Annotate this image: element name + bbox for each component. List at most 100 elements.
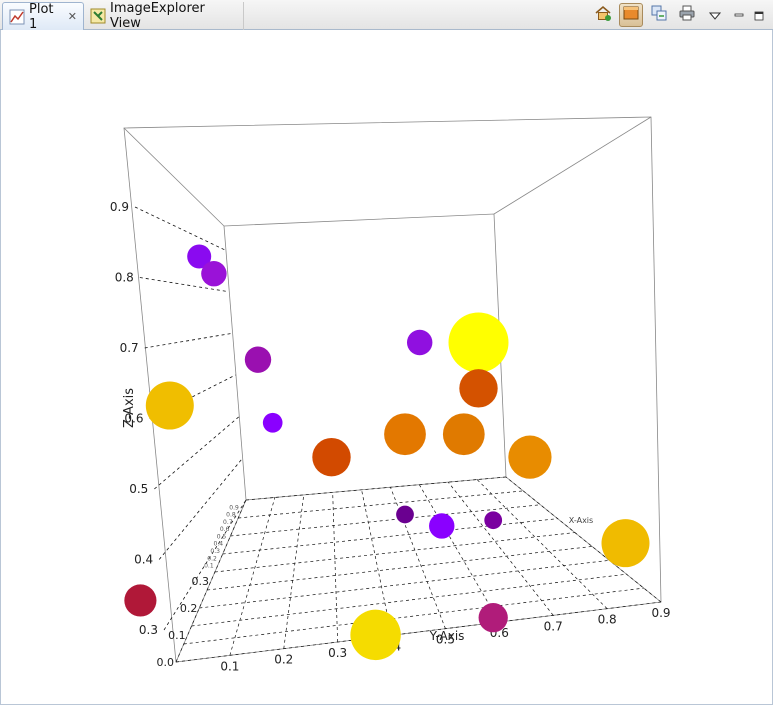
- left-tick-label: 0.0: [157, 656, 175, 669]
- z-grid-line: [139, 277, 229, 293]
- floor-grid-line: [361, 489, 392, 636]
- home-button[interactable]: [591, 3, 615, 27]
- y-tick-label: 0.1: [220, 659, 239, 673]
- y-tick-label: 0.5: [436, 633, 455, 647]
- z-axis-grid: [134, 206, 247, 631]
- floor-grid-line: [199, 559, 610, 609]
- floor-grid-line: [476, 479, 608, 609]
- z-grid-line: [149, 374, 236, 419]
- floor-grid-line: [283, 494, 305, 649]
- floor-grid-line: [222, 518, 558, 555]
- panel-toggle-button[interactable]: [619, 3, 643, 27]
- x-tick-label: 0.4: [214, 541, 224, 548]
- data-point: [601, 519, 650, 568]
- data-point: [384, 413, 426, 456]
- scatter-3d-chart[interactable]: Z-Axis Y-Axis X-Axis 0.30.40.50.60.70.80…: [1, 30, 772, 705]
- floor-grid-line: [419, 484, 500, 623]
- x-tick-label: 0.8: [226, 512, 236, 519]
- x-tick-label: 0.9: [229, 504, 239, 511]
- y-tick-label: 0.3: [328, 646, 347, 660]
- y-tick-label: 0.9: [651, 606, 670, 620]
- tab-imageexplorer-view[interactable]: ImageExplorer View: [84, 1, 244, 31]
- data-point: [396, 505, 414, 524]
- print-icon: [678, 4, 696, 26]
- z-grid-line: [144, 332, 233, 349]
- data-point: [406, 329, 433, 356]
- x-tick-label: 0.3: [210, 548, 220, 555]
- floor-grid-line: [214, 532, 575, 573]
- left-tick-label: 0.1: [168, 629, 186, 642]
- z-tick-label: 0.3: [139, 623, 158, 637]
- tab-imageexplorer-view-label: ImageExplorer View: [110, 1, 205, 31]
- z-tick-label: 0.4: [134, 553, 153, 567]
- panel-toggle-icon: [622, 4, 640, 26]
- data-point: [429, 513, 455, 539]
- z-tick-label: 0.6: [124, 412, 143, 426]
- tick-labels: 0.30.40.50.60.70.80.90.10.20.30.40.50.60…: [110, 200, 671, 673]
- plot-area[interactable]: Z-Axis Y-Axis X-Axis 0.3 0.4 0.5 0.6 0.7 0.8 0…: [0, 30, 773, 705]
- floor-grid-line: [447, 481, 554, 616]
- x-tick-label: 0.5: [217, 533, 227, 540]
- z-grid-line: [163, 499, 247, 631]
- z-tick-label: 0.8: [115, 271, 134, 285]
- data-point: [201, 260, 227, 287]
- x-tick-label: 0.2: [207, 555, 217, 562]
- data-point: [244, 346, 272, 373]
- view-toolbar: [591, 2, 773, 28]
- floor-grid-line: [245, 476, 507, 501]
- image-explorer-icon: [90, 8, 106, 24]
- y-tick-label: 0.8: [598, 613, 617, 627]
- floor-grid-line: [207, 546, 593, 591]
- z-tick-label: 0.7: [120, 341, 139, 355]
- floor-grid-line: [332, 492, 339, 643]
- axis-labels: Z-Axis Y-Axis X-Axis: [122, 388, 593, 643]
- data-point: [262, 412, 283, 433]
- maximize-icon: [754, 6, 764, 25]
- floor-grid: [175, 476, 662, 663]
- view-menu-icon: [708, 6, 722, 25]
- data-point: [459, 369, 498, 408]
- data-point: [478, 603, 508, 633]
- x-tick-label: 0.1: [204, 563, 214, 570]
- left-tick-label: 0.2: [180, 602, 198, 615]
- floor-grid-line: [230, 504, 541, 537]
- minimize-icon: [734, 6, 744, 25]
- data-point: [442, 413, 485, 456]
- floor-grid-line: [238, 490, 524, 519]
- print-button[interactable]: [675, 3, 699, 27]
- z-axis-title: Z-Axis: [122, 388, 137, 428]
- close-icon[interactable]: ✕: [67, 10, 77, 23]
- floor-grid-line: [191, 573, 627, 627]
- data-point: [124, 584, 157, 617]
- line-chart-icon: [9, 9, 25, 25]
- data-point: [145, 381, 194, 430]
- z-tick-label: 0.9: [110, 200, 129, 214]
- view-menu-button[interactable]: [703, 3, 727, 27]
- y-tick-label: 0.2: [274, 653, 293, 667]
- z-tick-label: 0.5: [129, 482, 148, 496]
- view-tab-bar: Plot 1 ✕ ImageExplorer View: [0, 0, 773, 32]
- y-tick-label: 0.7: [544, 619, 563, 633]
- data-points: [124, 244, 650, 661]
- left-tick-label: 0.3: [192, 575, 210, 588]
- data-point: [508, 435, 552, 479]
- box-edge: [505, 476, 662, 603]
- floor-grid-line: [183, 587, 644, 645]
- z-grid-line: [154, 416, 240, 490]
- minimize-button[interactable]: [731, 3, 747, 27]
- z-grid-line: [158, 458, 243, 560]
- box-edge: [175, 499, 247, 663]
- box-edge: [493, 116, 652, 215]
- data-point: [187, 244, 212, 269]
- tab-plot-1[interactable]: Plot 1 ✕: [2, 1, 84, 32]
- tab-plot-1-label: Plot 1: [29, 1, 54, 32]
- box-edge: [123, 127, 225, 227]
- home-icon: [594, 4, 612, 26]
- x-axis-title: X-Axis: [569, 516, 593, 525]
- data-point: [312, 437, 351, 477]
- copy-icon: [650, 4, 668, 26]
- copy-button[interactable]: [647, 3, 671, 27]
- maximize-button[interactable]: [751, 3, 767, 27]
- y-axis-title: Y-Axis: [429, 629, 465, 643]
